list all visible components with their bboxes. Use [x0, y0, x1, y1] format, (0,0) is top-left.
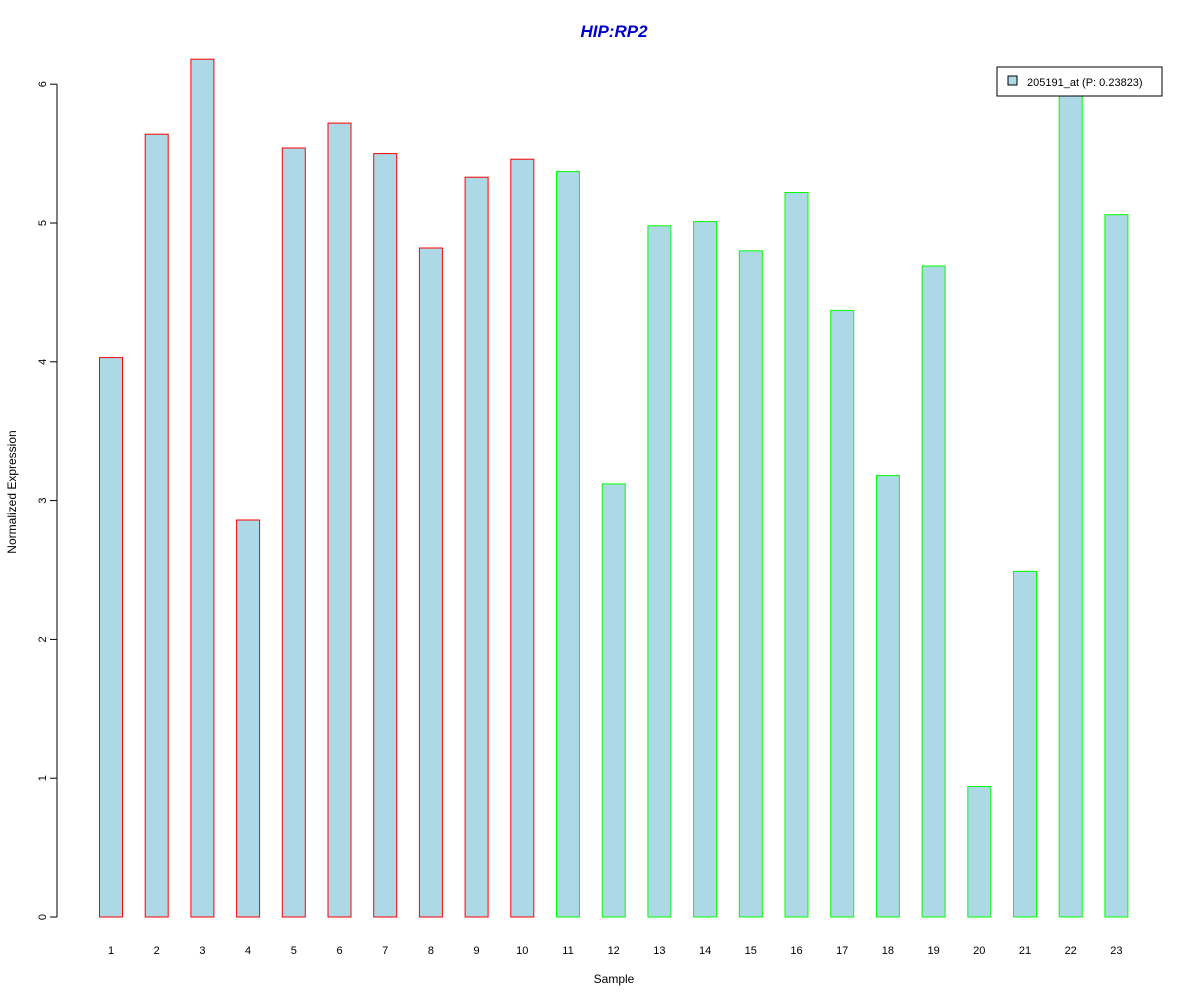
- y-axis: 0 1 2 3 4 5 6: [37, 81, 58, 920]
- y-tick-label: 4: [37, 359, 49, 365]
- y-tick-label: 6: [37, 81, 49, 87]
- bar-sample-6: [327, 122, 352, 918]
- bar-sample-18: [875, 475, 900, 918]
- x-tick-label: 11: [562, 945, 573, 957]
- y-tick-label: 5: [37, 220, 49, 226]
- x-tick-label: 17: [836, 945, 848, 957]
- y-tick-label: 2: [37, 636, 49, 642]
- bar-sample-8: [418, 247, 443, 918]
- bar-sample-5: [281, 147, 306, 918]
- bar-sample-9: [464, 176, 489, 918]
- x-tick-label: 1: [108, 945, 114, 957]
- bar-sample-11: [556, 171, 580, 918]
- bar-sample-4: [236, 519, 261, 918]
- legend-label: 205191_at (P: 0.23823): [1027, 77, 1143, 89]
- y-axis-label: Normalized Expression: [5, 430, 19, 553]
- bar-sample-14: [693, 221, 718, 918]
- x-tick-label: 7: [382, 945, 388, 957]
- x-tick-label: 19: [927, 945, 939, 957]
- bar-sample-23: [1104, 214, 1129, 918]
- x-tick-label: 12: [608, 945, 620, 957]
- x-tick-label: 15: [745, 945, 757, 957]
- x-tick-label: 21: [1019, 945, 1031, 957]
- x-tick-label: 23: [1110, 945, 1122, 957]
- bar-sample-17: [830, 309, 855, 918]
- x-tick-label: 10: [516, 945, 528, 957]
- x-tick-label: 8: [428, 945, 434, 957]
- x-tick-label: 13: [653, 945, 665, 957]
- bar-sample-3: [190, 58, 215, 918]
- x-tick-label: 2: [154, 945, 160, 957]
- bar-sample-10: [510, 158, 535, 918]
- y-tick-label: 0: [37, 914, 49, 920]
- x-tick-label: 18: [882, 945, 894, 957]
- bar-sample-15: [738, 250, 763, 918]
- bar-sample-21: [1013, 570, 1037, 918]
- bar-sample-22: [1058, 93, 1083, 918]
- legend-box: [996, 66, 1163, 97]
- bar-sample-19: [921, 265, 946, 918]
- x-tick-label: 5: [291, 945, 297, 957]
- legend: 205191_at (P: 0.23823): [996, 66, 1163, 97]
- bar-sample-2: [144, 133, 169, 918]
- bar-sample-1: [99, 357, 123, 918]
- x-tick-label: 22: [1065, 945, 1077, 957]
- x-tick-label: 6: [336, 945, 342, 957]
- x-axis-label: Sample: [594, 972, 635, 986]
- legend-swatch: [1007, 75, 1018, 86]
- x-tick-label: 4: [245, 945, 251, 957]
- x-tick-label: 9: [474, 945, 480, 957]
- x-tick-label: 16: [790, 945, 802, 957]
- bar-sample-16: [784, 192, 809, 918]
- x-tick-labels: 1 2 3 4 5 6 7 8 9 10 11 12 13 14 15 16 17 18 19 20 21 22 23: [108, 945, 1123, 957]
- bar-sample-7: [373, 153, 398, 918]
- chart-title: HIP:RP2: [580, 22, 648, 41]
- y-tick-label: 1: [37, 775, 49, 781]
- y-tick-label: 3: [37, 498, 49, 504]
- x-tick-label: 14: [699, 945, 711, 957]
- bar-sample-13: [647, 225, 672, 918]
- x-tick-label: 20: [973, 945, 985, 957]
- x-tick-label: 3: [199, 945, 205, 957]
- bars: [99, 58, 1129, 918]
- bar-sample-20: [967, 786, 992, 918]
- bar-sample-12: [601, 483, 626, 918]
